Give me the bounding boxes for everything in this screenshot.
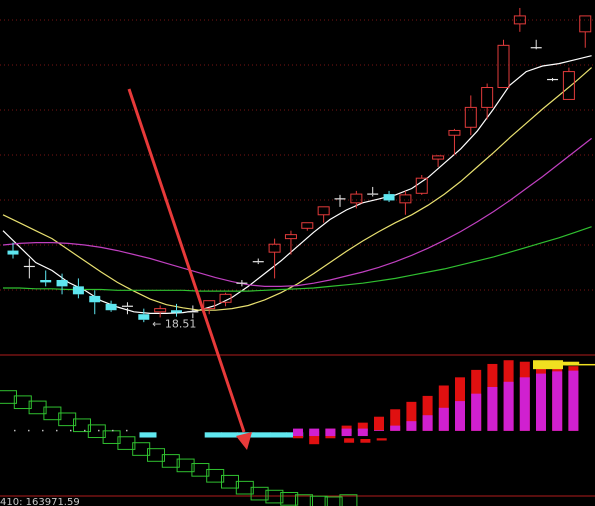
- baseline-dot: [126, 429, 128, 432]
- arrow-shaft: [127, 88, 246, 433]
- candle-up: [301, 222, 314, 229]
- indicator-block: [161, 454, 180, 468]
- candle-up: [317, 206, 330, 216]
- baseline-dot: [70, 429, 72, 432]
- momentum-bar: [422, 395, 433, 431]
- indicator-block: [265, 489, 284, 504]
- red-small-bar: [376, 438, 387, 441]
- magenta-bar: [406, 421, 417, 431]
- cyan-bar: [221, 432, 238, 438]
- ma10-line: [2, 67, 592, 311]
- magenta-bar: [536, 373, 546, 431]
- baseline-dot: [14, 429, 16, 432]
- candle-up: [268, 243, 281, 253]
- red-small-bar: [344, 438, 355, 443]
- magenta-bar: [422, 415, 433, 431]
- candle-up: [464, 106, 477, 128]
- candle-up: [448, 129, 461, 136]
- candle-up: [497, 44, 510, 88]
- candle-down: [383, 194, 395, 201]
- baseline-dot: [98, 429, 100, 432]
- candle-down: [72, 286, 84, 295]
- cyan-bar: [269, 432, 287, 438]
- cyan-bar: [204, 432, 222, 438]
- magenta-bar: [519, 377, 530, 431]
- magenta-bar: [357, 428, 368, 437]
- momentum-bar: [309, 430, 320, 445]
- candle-up: [154, 308, 167, 313]
- yellow-cap: [549, 361, 580, 366]
- magenta-bar: [438, 407, 449, 431]
- candle-up: [219, 293, 232, 303]
- magenta-bar: [471, 393, 482, 431]
- red-arrow: [127, 88, 252, 450]
- candle-up: [513, 15, 526, 25]
- candle-down: [89, 295, 101, 303]
- candle-up: [562, 71, 575, 100]
- baseline-dot: [84, 429, 86, 432]
- cyan-bar: [253, 432, 271, 438]
- baseline-dot: [56, 429, 58, 432]
- indicator-block: [280, 492, 299, 506]
- candlesticks: [7, 7, 592, 323]
- candle-up: [415, 177, 428, 194]
- cyan-bar: [139, 432, 157, 438]
- momentum-bar: [390, 409, 401, 431]
- moving-average-lines: [2, 55, 592, 314]
- magenta-bar: [325, 428, 336, 437]
- candle-up: [203, 300, 216, 310]
- momentum-bar: [374, 416, 384, 431]
- red-small-bar: [360, 439, 371, 443]
- magenta-bar: [503, 381, 514, 431]
- magenta-bar: [374, 430, 384, 431]
- footer-label: 410: 163971.59: [0, 497, 80, 506]
- indicator-block: [0, 390, 17, 404]
- yellow-cap: [565, 363, 595, 366]
- indicator-block: [176, 458, 195, 473]
- magenta-bar: [487, 386, 498, 431]
- candle-down: [56, 280, 68, 287]
- candle-up: [481, 87, 494, 108]
- magenta-bar: [552, 371, 563, 431]
- momentum-bar: [357, 422, 368, 431]
- magenta-bar: [568, 370, 579, 431]
- indicator-block: [295, 494, 313, 506]
- magenta-bar: [293, 428, 303, 437]
- candle-down: [40, 280, 52, 283]
- baseline-dot: [42, 429, 44, 432]
- candle-up: [579, 15, 592, 33]
- candle-down: [105, 303, 117, 311]
- yellow-cap: [533, 360, 563, 370]
- magenta-bar: [341, 428, 352, 437]
- baseline-dot: [112, 429, 114, 432]
- baseline-dot: [28, 429, 30, 432]
- candle-up: [432, 155, 445, 160]
- ma60-line: [3, 226, 592, 292]
- magenta-bar: [390, 425, 401, 431]
- momentum-bar: [406, 401, 417, 431]
- indicator-block: [339, 494, 358, 506]
- ma20-line: [2, 137, 592, 287]
- candle-up: [284, 234, 297, 240]
- arrow-head: [236, 432, 252, 450]
- magenta-bar: [309, 428, 320, 437]
- ma5-line: [2, 55, 592, 314]
- low-price-label: ← 18.51: [152, 317, 196, 330]
- indicator-histogram: [0, 360, 595, 506]
- magenta-bar: [455, 401, 465, 431]
- candle-up: [350, 193, 363, 204]
- indicator-block: [324, 496, 343, 506]
- candle-down: [171, 310, 182, 313]
- indicator-block: [250, 486, 269, 501]
- indicator-block: [13, 395, 32, 410]
- candle-down: [7, 250, 19, 255]
- candle-up: [399, 194, 412, 204]
- indicator-block: [309, 495, 328, 506]
- candle-down: [138, 314, 150, 320]
